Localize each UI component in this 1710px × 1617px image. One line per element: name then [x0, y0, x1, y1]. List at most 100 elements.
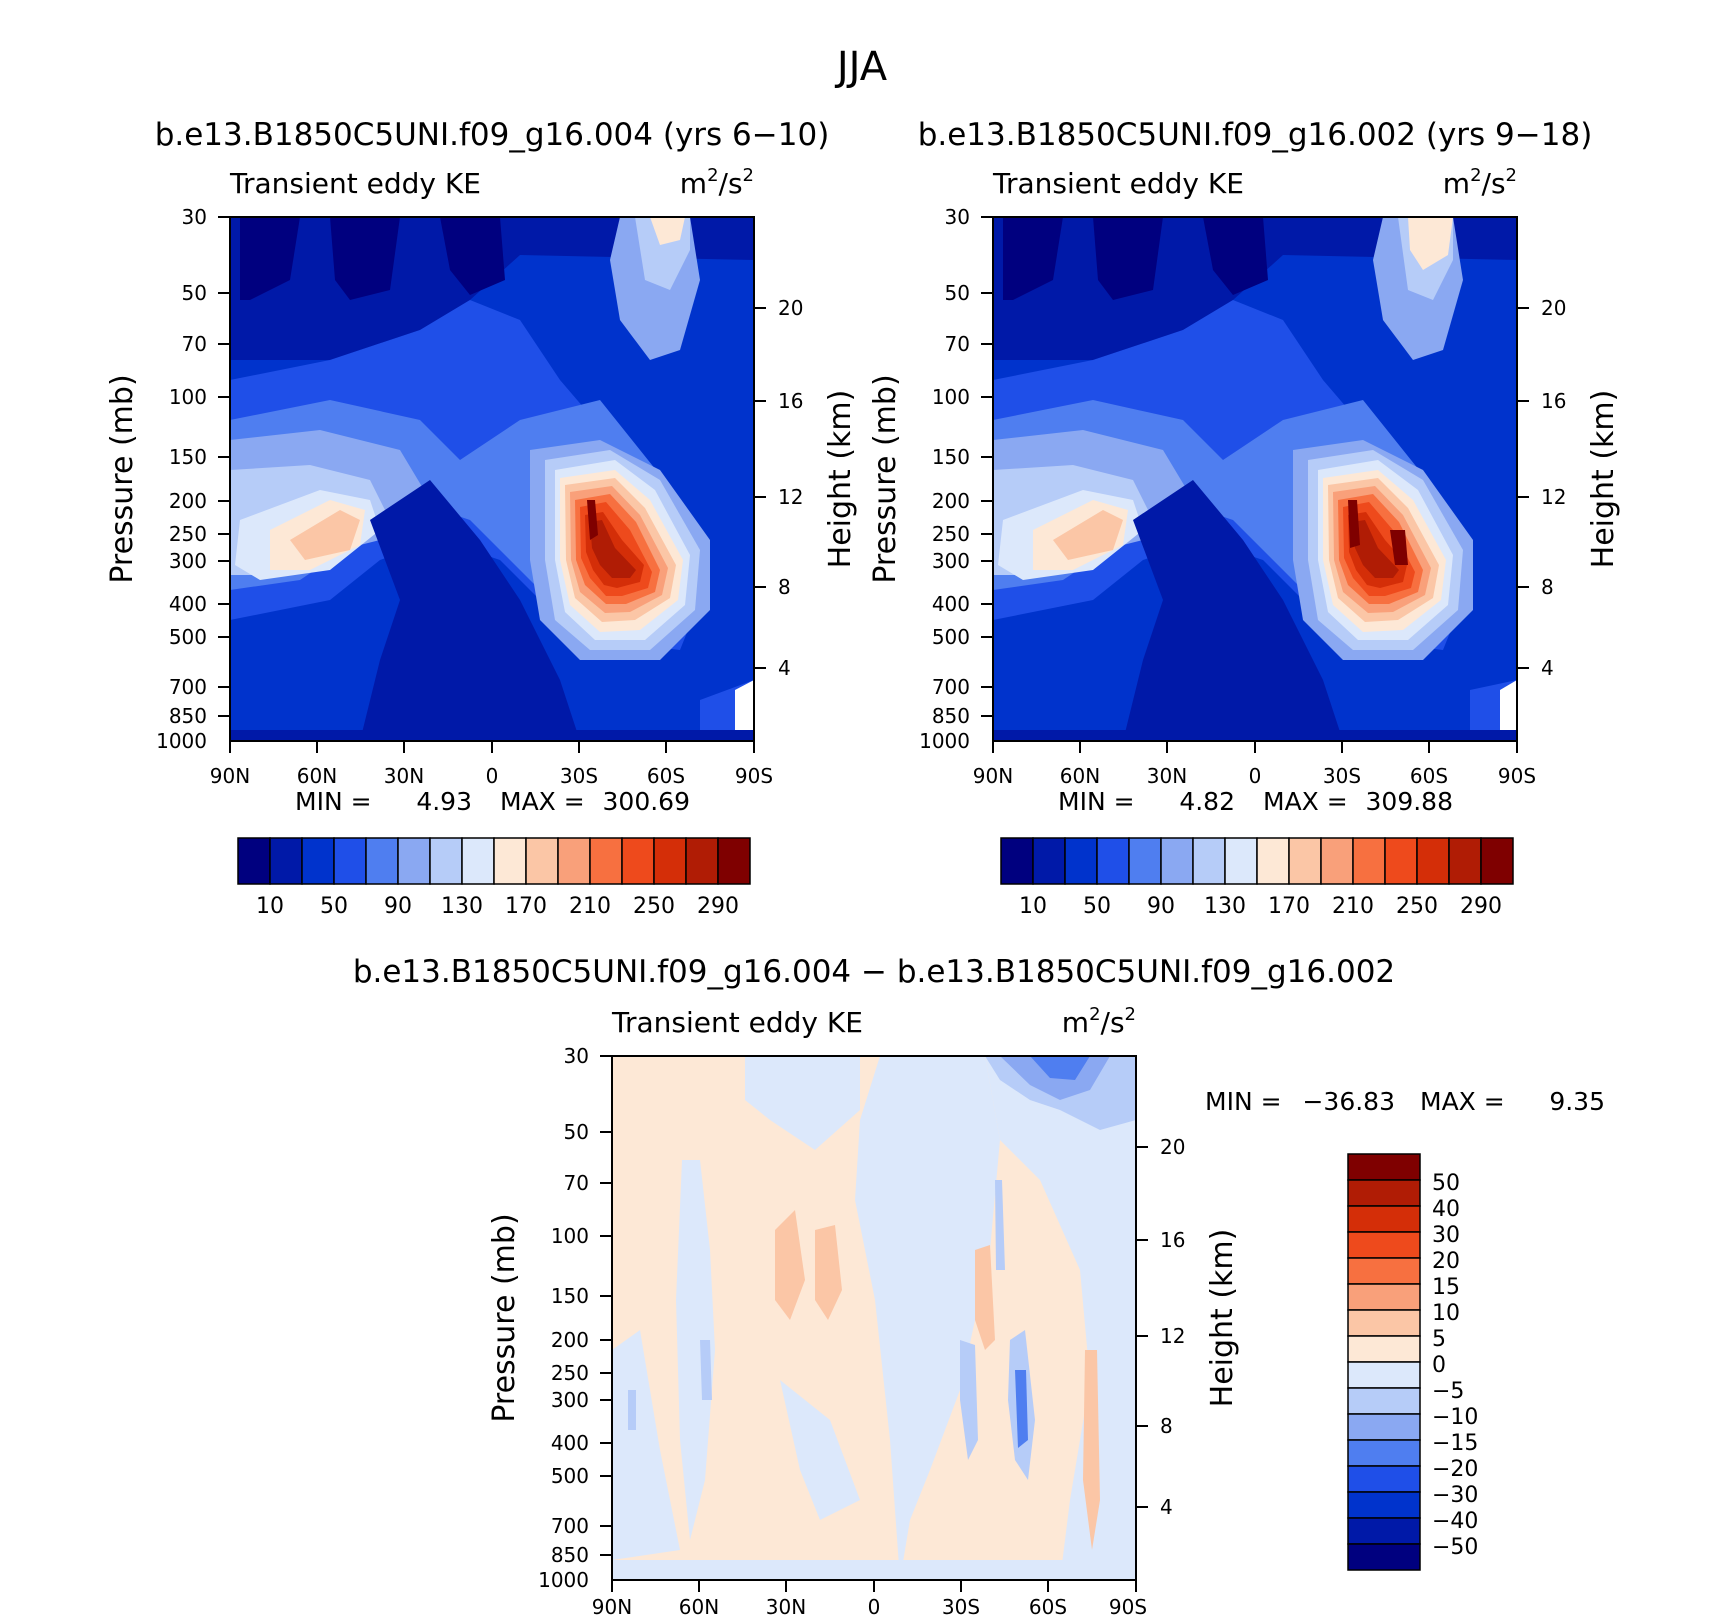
- panel-a-y2tick: 8: [778, 575, 791, 599]
- colorbar-swatch: [1096, 837, 1130, 885]
- panel-a-xticks: 90N 60N 30N 0 30S 60S 90S: [210, 764, 773, 788]
- panel-a-ytick: 150: [169, 445, 207, 469]
- colorbar-swatch: [1064, 837, 1098, 885]
- panel-c-xtick: 60N: [679, 1595, 719, 1617]
- panel-c-min-value: −36.83: [1302, 1087, 1395, 1116]
- colorbar-swatch: [525, 837, 559, 885]
- panel-c-ytick: 300: [551, 1388, 589, 1412]
- panel-a-xtick: 30N: [384, 764, 424, 788]
- panel-b-colorbar-labels: 10 50 90 130 170 210 250 290: [1019, 894, 1502, 919]
- panel-a-ytick: 500: [169, 625, 207, 649]
- panel-c-y2tick: 4: [1160, 1495, 1173, 1519]
- panel-a-y2label: Height (km): [823, 390, 858, 569]
- colorbar-tick: 290: [697, 894, 739, 919]
- panel-a-xtick: 0: [486, 764, 499, 788]
- panel-a-ylabel: Pressure (mb): [105, 374, 140, 583]
- colorbar-swatch: [1384, 837, 1418, 885]
- colorbar-swatch: [493, 837, 527, 885]
- panel-c-xtick: 0: [868, 1595, 881, 1617]
- panel-c-units: m2/s2: [1062, 1004, 1136, 1039]
- colorbar-swatch: [1160, 837, 1194, 885]
- panel-b-ytick: 500: [932, 625, 970, 649]
- panel-a-max-value: 300.69: [603, 787, 690, 816]
- colorbar-swatch: [1347, 1309, 1421, 1337]
- colorbar-swatch: [1192, 837, 1226, 885]
- panel-a-ytick: 1000: [156, 729, 207, 753]
- panel-a-ytick: 70: [182, 332, 207, 356]
- panel-c-max-label: MAX =: [1420, 1087, 1505, 1116]
- panel-b-xtick: 60S: [1410, 764, 1448, 788]
- colorbar-tick: 15: [1432, 1275, 1460, 1300]
- colorbar-tick: 10: [1432, 1301, 1460, 1326]
- panel-b: b.e13.B1850C5UNI.f09_g16.002 (yrs 9−18) …: [868, 117, 1621, 919]
- panel-c-ytick: 200: [551, 1328, 589, 1352]
- colorbar-tick: 10: [256, 894, 284, 919]
- colorbar-tick: 20: [1432, 1249, 1460, 1274]
- panel-c-ytick: 1000: [538, 1568, 589, 1592]
- colorbar-swatch: [1480, 837, 1514, 885]
- colorbar-tick: 50: [1083, 894, 1111, 919]
- colorbar-swatch: [1352, 837, 1386, 885]
- panel-b-ytick: 1000: [919, 729, 970, 753]
- colorbar-swatch: [1032, 837, 1066, 885]
- colorbar-swatch: [1347, 1361, 1421, 1389]
- panel-b-min-label: MIN =: [1058, 787, 1135, 816]
- panel-b-ytick: 100: [932, 385, 970, 409]
- panel-a-label: Transient eddy KE: [229, 167, 481, 200]
- colorbar-swatch: [1320, 837, 1354, 885]
- panel-a-ytick: 300: [169, 549, 207, 573]
- panel-b-y2tick: 8: [1541, 575, 1554, 599]
- panel-a-units: m2/s2: [680, 165, 754, 200]
- panel-b-ytick: 300: [932, 549, 970, 573]
- panel-b-ytick: 30: [945, 205, 970, 229]
- panel-c-ytick: 150: [551, 1284, 589, 1308]
- colorbar-tick: 90: [1147, 894, 1175, 919]
- colorbar-tick: 50: [320, 894, 348, 919]
- panel-c-xtick: 30N: [766, 1595, 806, 1617]
- colorbar-tick: 50: [1432, 1171, 1460, 1196]
- colorbar-tick: −10: [1432, 1405, 1478, 1430]
- colorbar-swatch: [1347, 1257, 1421, 1285]
- colorbar-swatch: [1347, 1387, 1421, 1415]
- panel-b-y2tick: 12: [1541, 485, 1566, 509]
- colorbar-tick: 30: [1432, 1223, 1460, 1248]
- panel-a-ytick: 30: [182, 205, 207, 229]
- panel-a-y2tick: 4: [778, 656, 791, 680]
- panel-a: b.e13.B1850C5UNI.f09_g16.004 (yrs 6−10) …: [105, 117, 858, 919]
- panel-b-title: b.e13.B1850C5UNI.f09_g16.002 (yrs 9−18): [918, 117, 1593, 153]
- colorbar-swatch: [1347, 1465, 1421, 1493]
- panel-c-xtick: 90S: [1109, 1595, 1147, 1617]
- figure-title: JJA: [834, 44, 888, 90]
- panel-c-xtick: 60S: [1029, 1595, 1067, 1617]
- panel-b-ytick: 150: [932, 445, 970, 469]
- panel-c-colorbar: [1347, 1153, 1421, 1571]
- panel-c-ytick: 50: [564, 1120, 589, 1144]
- panel-a-y2tick: 12: [778, 485, 803, 509]
- panel-c-ytick: 250: [551, 1361, 589, 1385]
- panel-c-tickmarks: [600, 1055, 1148, 1592]
- panel-a-colorbar: [237, 837, 751, 885]
- panel-b-xticks: 90N 60N 30N 0 30S 60S 90S: [973, 764, 1536, 788]
- panel-a-ytick: 700: [169, 675, 207, 699]
- colorbar-swatch: [301, 837, 335, 885]
- panel-b-max-value: 309.88: [1366, 787, 1453, 816]
- panel-a-ytick: 850: [169, 704, 207, 728]
- colorbar-tick: 210: [1332, 894, 1374, 919]
- colorbar-swatch: [269, 837, 303, 885]
- colorbar-swatch: [653, 837, 687, 885]
- colorbar-tick: 290: [1460, 894, 1502, 919]
- panel-c-ytick: 100: [551, 1224, 589, 1248]
- panel-b-xtick: 60N: [1060, 764, 1100, 788]
- colorbar-swatch: [1000, 837, 1034, 885]
- panel-c-xtick: 90N: [592, 1595, 632, 1617]
- colorbar-tick: 170: [505, 894, 547, 919]
- colorbar-swatch: [1347, 1179, 1421, 1207]
- colorbar-tick: 250: [1396, 894, 1438, 919]
- panel-c-ytick: 70: [564, 1171, 589, 1195]
- panel-a-y2ticks: 20 16 12 8 4: [778, 296, 803, 680]
- panel-c-label: Transient eddy KE: [611, 1006, 863, 1039]
- panel-c-ytick: 400: [551, 1431, 589, 1455]
- panel-b-ytick: 700: [932, 675, 970, 699]
- colorbar-tick: −15: [1432, 1431, 1478, 1456]
